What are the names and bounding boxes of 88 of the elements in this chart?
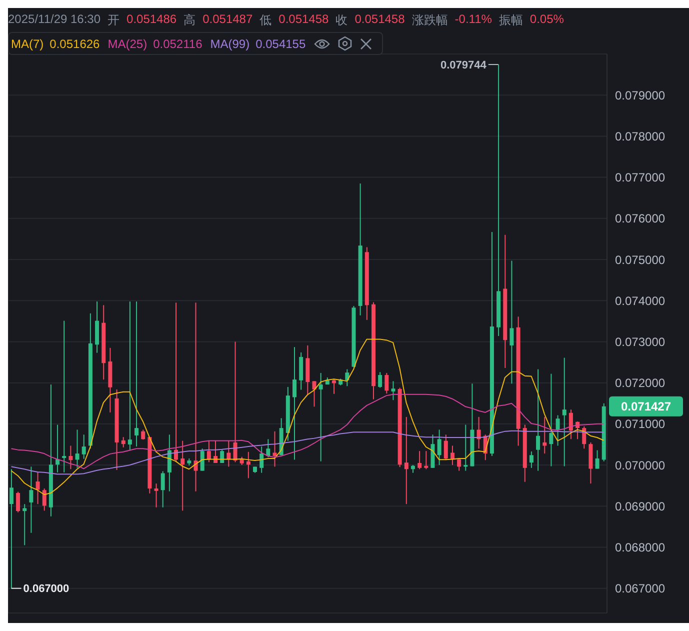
text: 0.051458 <box>278 12 329 28</box>
candlestick <box>134 300 139 448</box>
text: 0.051486 <box>126 12 177 28</box>
candlestick <box>121 436 126 448</box>
candlestick <box>68 445 73 470</box>
candlestick <box>36 472 40 505</box>
candlestick <box>16 491 20 513</box>
candlestick <box>226 440 231 468</box>
annotation: 0.079744 <box>440 59 488 72</box>
candlestick <box>378 372 382 388</box>
text: 低 <box>260 12 272 29</box>
candlestick <box>568 409 573 440</box>
candlestick <box>424 450 428 470</box>
y-tick-label: 0.079000 <box>615 88 666 102</box>
candlestick <box>167 434 172 492</box>
candlestick <box>292 346 296 460</box>
candlestick <box>220 449 224 464</box>
candlestick <box>464 424 468 472</box>
y-tick-label: 0.071000 <box>615 417 666 432</box>
candlestick <box>345 368 350 387</box>
candlestick <box>510 260 514 384</box>
text: 0.05% <box>530 12 564 28</box>
text: 开 <box>108 12 120 29</box>
candlestick <box>266 438 270 458</box>
y-tick-label: 0.074000 <box>615 294 666 308</box>
candlestick <box>42 488 46 512</box>
y-tick-label: 0.069000 <box>615 499 666 514</box>
candlestick <box>529 450 534 468</box>
candlestick <box>476 416 481 450</box>
candlestick <box>75 429 80 468</box>
text: 收 <box>336 12 348 29</box>
candlestick <box>404 416 408 505</box>
candlestick <box>542 416 547 454</box>
candlestick <box>391 380 396 401</box>
y-tick-label: 0.076000 <box>615 212 666 226</box>
candlestick <box>128 300 132 452</box>
candlestick <box>82 434 86 460</box>
candlestick <box>160 470 165 508</box>
y-tick-label: 0.067000 <box>615 582 666 596</box>
candlestick <box>141 429 146 440</box>
y-tick-label: 0.072000 <box>615 376 666 390</box>
legend-box: MA(7) 0.051626 MA(25) 0.052116 MA(99) 0.054155 <box>8 32 383 55</box>
candlestick <box>29 466 34 534</box>
y-tick-label: 0.068000 <box>615 540 666 554</box>
y-tick-label: 0.078000 <box>615 129 666 144</box>
y-tick-label: 0.073000 <box>615 334 666 349</box>
candlestick <box>562 357 566 467</box>
candlestick <box>450 445 454 466</box>
text: 0.051487 <box>202 12 253 28</box>
candlestick <box>312 380 316 408</box>
candlestick <box>418 450 422 470</box>
candlestick <box>272 430 277 468</box>
candlestick <box>556 414 560 446</box>
candlestick <box>154 483 158 508</box>
candlestick <box>595 450 600 470</box>
candlestick <box>9 468 14 589</box>
candlestick <box>22 504 27 546</box>
candlestick <box>260 446 264 474</box>
text: 高 <box>184 12 196 29</box>
text: 2025/11/29 16:30 <box>8 12 101 28</box>
candlestick <box>200 448 204 472</box>
candlestick <box>384 372 389 394</box>
candlestick <box>549 373 554 467</box>
candlestick <box>95 300 100 354</box>
candlestick <box>457 458 462 472</box>
candlestick <box>246 451 250 479</box>
candlestick <box>582 426 586 450</box>
candlestick <box>430 434 435 468</box>
candlestick <box>318 372 323 462</box>
text: -0.11% <box>454 12 492 28</box>
candlestick <box>180 440 185 512</box>
annotation: 0.067000 <box>23 583 70 596</box>
text: 涨跌幅 <box>412 12 448 29</box>
candlestick <box>536 368 540 472</box>
candlestick <box>299 352 304 390</box>
text: 0.051458 <box>354 12 405 28</box>
text: 0.071427 <box>620 400 672 414</box>
candlestick <box>444 434 448 461</box>
y-tick-label: 0.077000 <box>615 170 666 185</box>
candlestick <box>194 302 198 492</box>
text: 振幅 <box>498 12 523 29</box>
candlestick <box>306 344 310 396</box>
y-tick-label: 0.075000 <box>615 252 666 267</box>
candlestick <box>206 440 211 463</box>
y-tick-label: 0.070000 <box>615 458 666 472</box>
candlestick <box>437 429 442 466</box>
line-series <box>10 394 604 470</box>
candlestick <box>62 320 66 473</box>
